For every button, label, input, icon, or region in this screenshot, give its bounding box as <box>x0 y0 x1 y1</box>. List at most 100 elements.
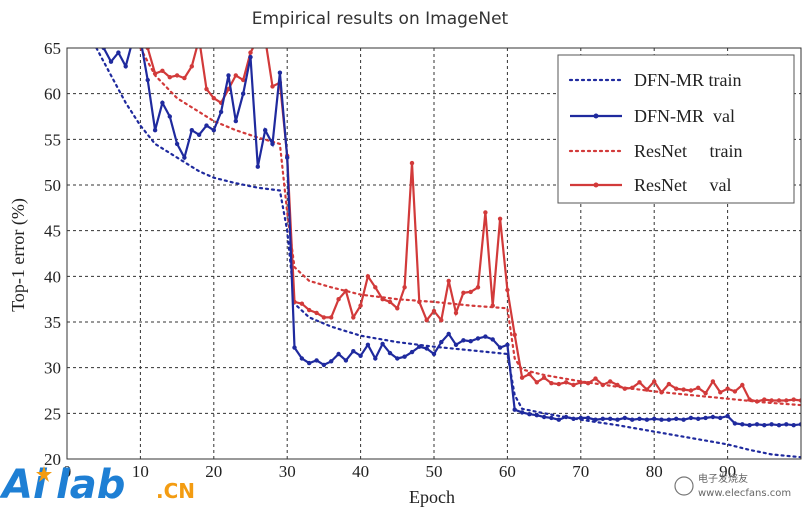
data-point <box>784 398 789 403</box>
data-point <box>512 332 517 337</box>
data-point <box>681 387 686 392</box>
data-point <box>248 50 253 55</box>
data-point <box>769 422 774 427</box>
data-point <box>652 379 657 384</box>
data-point <box>263 128 268 133</box>
legend-label: ResNet val <box>634 175 731 195</box>
y-tick-label: 35 <box>44 313 61 332</box>
legend-label: DFN-MR val <box>634 106 735 126</box>
x-tick-label: 20 <box>205 462 222 481</box>
data-point <box>549 381 554 386</box>
data-point <box>182 155 187 160</box>
data-point <box>409 160 415 166</box>
x-tick-label: 90 <box>719 462 736 481</box>
data-point <box>329 315 334 320</box>
data-point <box>776 423 782 428</box>
data-point <box>718 390 723 395</box>
x-axis-label: Epoch <box>409 487 455 507</box>
data-point <box>703 415 708 421</box>
data-point <box>688 415 694 421</box>
data-point <box>160 100 165 106</box>
data-point <box>270 141 275 147</box>
data-point <box>255 164 260 169</box>
x-tick-label: 30 <box>279 462 296 481</box>
data-point <box>732 421 738 426</box>
data-point <box>490 303 495 308</box>
data-point <box>285 155 290 160</box>
data-point <box>505 342 510 347</box>
data-point <box>593 376 598 381</box>
series-dfn-mr-val <box>101 37 801 428</box>
y-axis-ticks: 20 25 30 35 40 45 50 55 60 65 <box>44 39 61 469</box>
data-point <box>358 303 363 308</box>
data-point <box>131 37 135 41</box>
data-point <box>461 338 466 343</box>
data-point <box>652 416 657 421</box>
data-point <box>277 70 283 75</box>
legend-item: DFN-MR val <box>570 106 735 126</box>
data-point <box>534 380 539 385</box>
data-point <box>747 397 752 402</box>
data-point <box>409 349 415 355</box>
data-point <box>740 422 745 427</box>
data-point <box>380 297 385 302</box>
data-point <box>351 349 356 354</box>
data-point <box>637 380 642 385</box>
data-point <box>424 318 429 323</box>
series-layer <box>95 37 801 459</box>
data-point <box>321 315 327 320</box>
data-point <box>336 351 341 357</box>
data-point <box>233 118 238 124</box>
data-point <box>541 414 547 420</box>
data-point <box>439 339 444 345</box>
data-point <box>571 416 576 421</box>
data-point <box>365 274 371 279</box>
chart-title: Empirical results on ImageNet <box>252 9 509 29</box>
x-tick-label: 50 <box>426 462 443 481</box>
data-point <box>622 415 627 421</box>
data-point <box>211 96 216 101</box>
x-tick-label: 70 <box>572 462 589 481</box>
data-point <box>468 339 473 344</box>
data-point <box>123 64 128 69</box>
data-point <box>329 359 334 364</box>
data-point <box>431 308 437 314</box>
data-point <box>637 416 642 421</box>
data-point <box>145 77 150 83</box>
series-resnet-val <box>145 37 801 404</box>
data-point <box>556 417 561 422</box>
data-point <box>270 84 275 89</box>
data-point <box>358 353 363 358</box>
data-point <box>556 381 561 387</box>
data-point <box>365 342 371 347</box>
data-point <box>600 416 605 421</box>
data-point <box>534 413 539 418</box>
data-point <box>373 285 378 290</box>
data-point <box>519 375 525 380</box>
y-tick-label: 25 <box>44 404 61 423</box>
data-point <box>732 389 738 394</box>
x-tick-label: 0 <box>63 462 72 481</box>
legend: DFN-MR train DFN-MR val ResNet train ResNet… <box>557 54 795 204</box>
data-point <box>307 360 312 366</box>
data-point <box>725 413 730 419</box>
data-point <box>622 386 627 391</box>
data-point <box>256 37 260 41</box>
data-point <box>740 382 745 388</box>
data-point <box>211 128 216 133</box>
legend-item: DFN-MR train <box>568 70 742 90</box>
data-point <box>519 410 525 415</box>
data-point <box>578 380 583 385</box>
data-point <box>718 415 723 421</box>
data-point <box>710 379 716 384</box>
data-point <box>167 114 172 119</box>
data-point <box>681 417 686 422</box>
data-point <box>630 385 635 390</box>
data-point <box>108 59 114 64</box>
data-point <box>373 356 378 361</box>
data-point <box>453 310 459 316</box>
data-point <box>791 397 796 402</box>
legend-marker <box>593 113 599 119</box>
data-point <box>461 290 466 295</box>
data-point <box>703 391 708 396</box>
